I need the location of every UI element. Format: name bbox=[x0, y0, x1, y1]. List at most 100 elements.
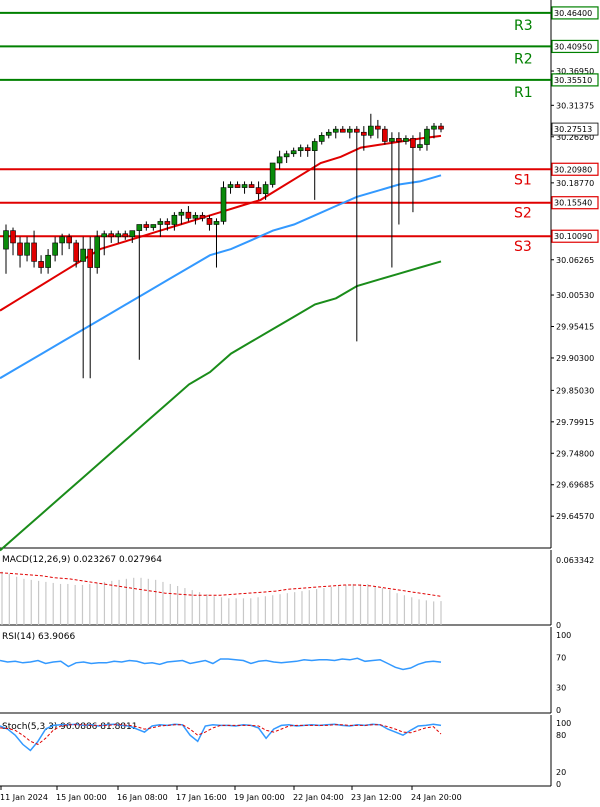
stoch-y-tick: 20 bbox=[556, 768, 566, 777]
macd-y-tick: 0 bbox=[556, 621, 561, 630]
level-price-label: 30.20980 bbox=[554, 165, 592, 174]
candle-body bbox=[38, 261, 44, 268]
stoch-y-tick: 80 bbox=[556, 731, 566, 740]
y-tick-label: 29.74800 bbox=[556, 449, 594, 458]
candle-body bbox=[31, 242, 37, 262]
candle-body bbox=[361, 131, 367, 136]
rsi-panel: RSI(14) 63.9066 100 70 30 0 bbox=[0, 627, 571, 715]
candle-body bbox=[59, 236, 65, 244]
candle-body bbox=[276, 156, 283, 164]
ma_short-line bbox=[0, 134, 442, 312]
candle-body bbox=[157, 221, 164, 225]
level-label-s3: S3 bbox=[514, 239, 532, 255]
candle-body bbox=[255, 187, 262, 195]
candle-body bbox=[164, 221, 171, 225]
y-tick-label: 29.69685 bbox=[556, 481, 594, 490]
candle-body bbox=[94, 236, 101, 268]
candle-body bbox=[66, 236, 72, 244]
candle-body bbox=[24, 242, 30, 256]
candle-body bbox=[354, 128, 360, 133]
candle-body bbox=[136, 224, 143, 231]
candle-body bbox=[220, 187, 227, 222]
candle-body bbox=[143, 224, 150, 228]
candle-body bbox=[339, 128, 346, 133]
x-tick-label: 22 Jan 04:00 bbox=[293, 793, 344, 802]
candle-body bbox=[262, 184, 269, 195]
level-price-label: 30.10090 bbox=[554, 232, 592, 241]
x-tick-label: 23 Jan 12:00 bbox=[351, 793, 402, 802]
candle-body bbox=[311, 141, 318, 151]
candle-body bbox=[375, 125, 381, 130]
candle-body bbox=[185, 211, 192, 219]
candle-body bbox=[283, 153, 290, 158]
candle-body bbox=[403, 138, 409, 142]
candle-body bbox=[290, 150, 297, 155]
x-tick-label: 15 Jan 00:00 bbox=[56, 793, 107, 802]
y-tick-label: 30.18770 bbox=[556, 179, 594, 188]
rsi-y-tick: 30 bbox=[556, 684, 566, 693]
level-label-r1: R1 bbox=[514, 85, 533, 101]
y-tick-label: 29.79915 bbox=[556, 418, 594, 427]
x-tick-label: 19 Jan 00:00 bbox=[234, 793, 285, 802]
candle-body bbox=[178, 211, 185, 216]
candle-body bbox=[17, 242, 23, 256]
x-axis: 11 Jan 2024 15 Jan 00:00 16 Jan 08:00 17 Ja… bbox=[0, 786, 462, 802]
candle-body bbox=[346, 128, 353, 133]
candle-body bbox=[241, 184, 248, 188]
x-tick-label: 16 Jan 08:00 bbox=[117, 793, 168, 802]
level-label-s1: S1 bbox=[514, 172, 532, 188]
current-price-label: 30.27513 bbox=[554, 125, 592, 134]
candle-body bbox=[325, 131, 332, 136]
candle-body bbox=[248, 184, 255, 188]
candle-body bbox=[199, 214, 206, 219]
macd-label: MACD(12,26,9) 0.023267 0.027964 bbox=[2, 555, 162, 565]
candle-body bbox=[269, 162, 276, 185]
candle-body bbox=[122, 233, 129, 238]
rsi-y-tick: 0 bbox=[556, 706, 561, 715]
macd-y-tick: 0.063342 bbox=[556, 556, 594, 565]
candle-body bbox=[382, 128, 388, 142]
level-price-label: 30.46400 bbox=[554, 9, 592, 18]
candle-body bbox=[108, 233, 115, 238]
ma_mid-line bbox=[0, 174, 442, 380]
candle-body bbox=[438, 125, 444, 130]
level-price-box bbox=[551, 39, 599, 54]
candle-body bbox=[332, 128, 339, 133]
stoch-d-line bbox=[0, 724, 442, 745]
candle-body bbox=[396, 138, 402, 142]
rsi-line bbox=[0, 657, 442, 671]
candle-body bbox=[52, 242, 58, 256]
level-price-box bbox=[551, 196, 599, 210]
rsi-label: RSI(14) 63.9066 bbox=[2, 632, 75, 642]
stoch-y-tick: 0 bbox=[556, 780, 561, 789]
candle-body bbox=[431, 125, 437, 130]
candle-body bbox=[368, 125, 374, 136]
candle-body bbox=[424, 128, 430, 145]
level-price-box bbox=[551, 229, 599, 243]
y-tick-label: 29.95415 bbox=[556, 322, 594, 331]
level-label-s2: S2 bbox=[514, 206, 532, 222]
candle-body bbox=[304, 147, 311, 151]
candle-body bbox=[115, 233, 122, 238]
candle-body bbox=[297, 147, 304, 151]
level-price-label: 30.35510 bbox=[554, 76, 592, 85]
y-tick-label: 30.31375 bbox=[556, 101, 594, 110]
stoch-panel: Stoch(5,3,3) 96.0886 81.8811 100 80 20 0 bbox=[0, 715, 571, 789]
x-tick-label: 24 Jan 20:00 bbox=[411, 793, 462, 802]
level-price-box bbox=[551, 6, 599, 20]
candle-body bbox=[171, 214, 178, 225]
rsi-y-tick: 70 bbox=[556, 654, 566, 663]
x-tick-label: 17 Jan 16:00 bbox=[176, 793, 227, 802]
candle-body bbox=[73, 242, 79, 262]
level-price-label: 30.15540 bbox=[554, 199, 592, 208]
candle-body bbox=[45, 254, 51, 268]
macd-signal-line bbox=[0, 572, 442, 597]
candle-body bbox=[389, 138, 395, 142]
ma_long-line bbox=[0, 260, 442, 552]
y-tick-label: 30.00530 bbox=[556, 291, 594, 300]
candle-body bbox=[234, 184, 241, 188]
stoch-label: Stoch(5,3,3) 96.0886 81.8811 bbox=[2, 722, 137, 732]
